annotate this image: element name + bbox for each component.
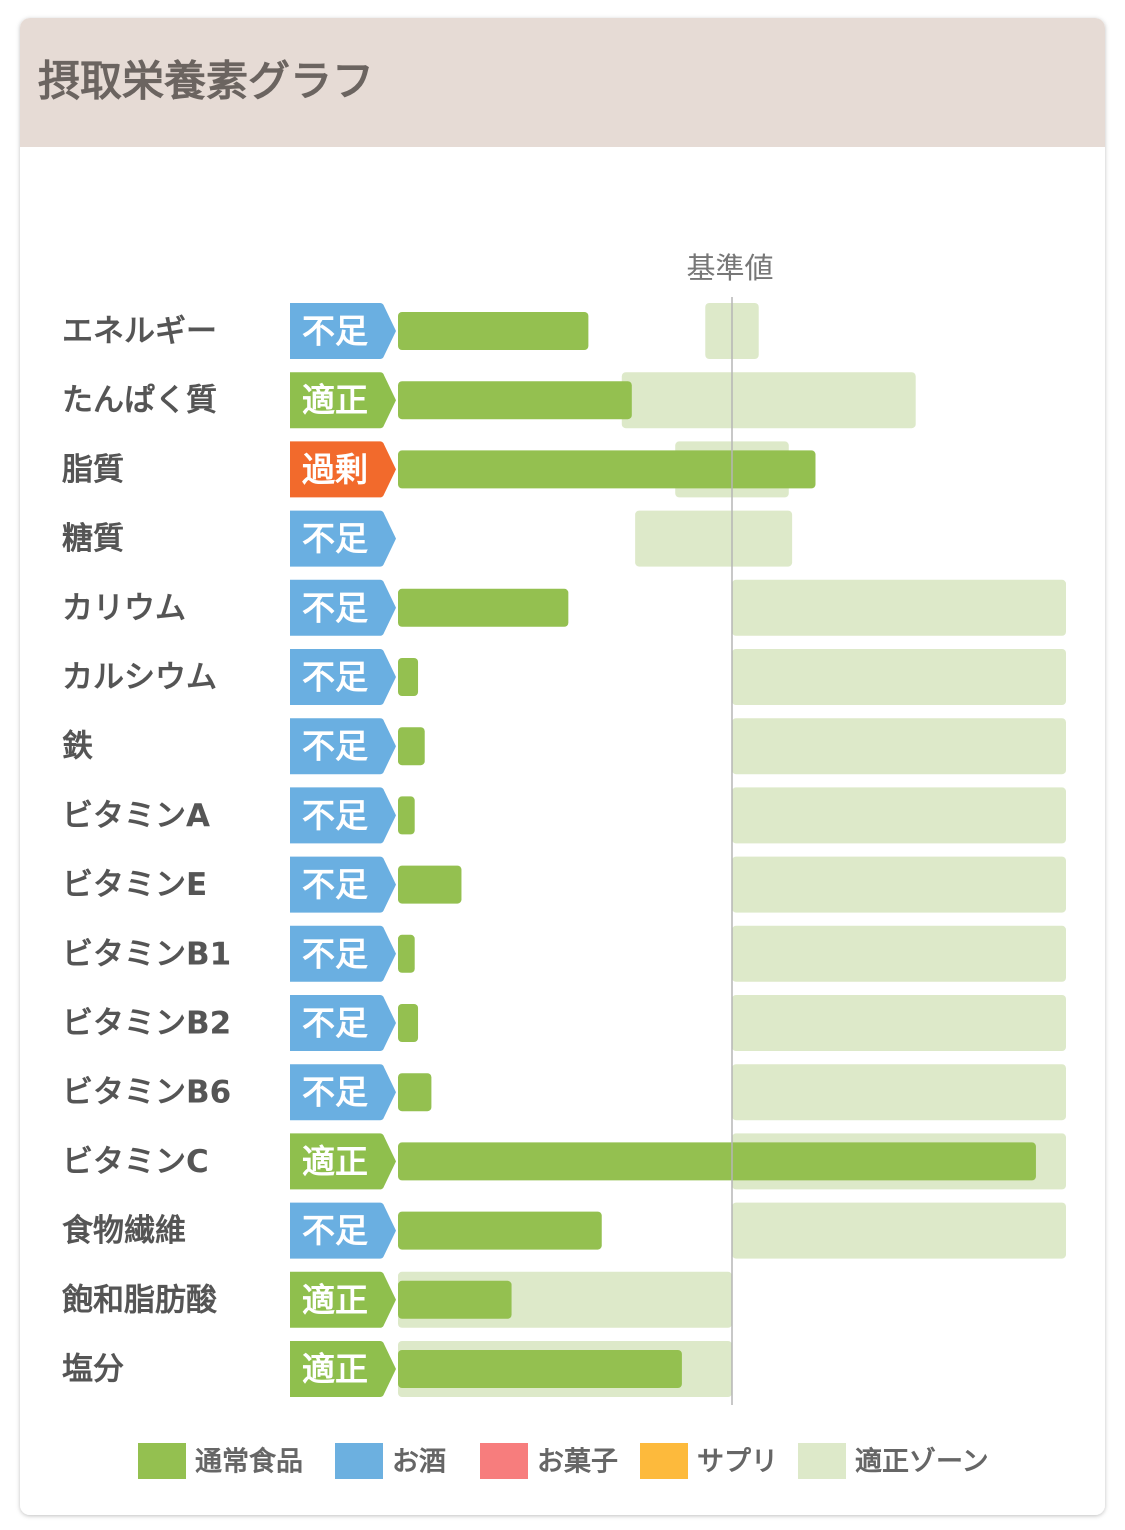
legend-label: お酒: [392, 1447, 446, 1478]
status-badge: [290, 925, 396, 982]
legend-label: サプリ: [697, 1447, 778, 1478]
bar: [398, 1211, 602, 1250]
status-badge: [290, 649, 396, 705]
status-badge: [290, 1271, 396, 1328]
bar: [398, 1073, 432, 1112]
status-badge: [290, 579, 396, 636]
bar: [398, 1280, 512, 1319]
legend-swatch: [798, 1443, 846, 1479]
zone: [621, 372, 916, 429]
bar: [398, 934, 415, 973]
legend-swatch: [138, 1443, 186, 1479]
status-label: 過剰: [302, 450, 368, 489]
bar: [398, 312, 589, 350]
status-label: 不足: [302, 1211, 368, 1250]
zone: [732, 649, 1066, 705]
status-label: 不足: [302, 588, 368, 627]
category-label: ビタミンC: [62, 1144, 209, 1180]
status-badge: [290, 995, 396, 1051]
bar: [398, 1004, 419, 1042]
chart-title: 摂取栄養素グラフ: [38, 57, 374, 106]
bar: [398, 588, 569, 627]
status-label: 不足: [302, 1073, 368, 1112]
bar: [398, 1142, 1036, 1181]
bar: [398, 381, 632, 420]
status-label: 不足: [302, 1004, 368, 1043]
header: [20, 18, 1105, 147]
legend-swatch: [640, 1443, 688, 1479]
zone: [635, 510, 793, 567]
status-label: 不足: [302, 796, 368, 835]
category-label: ビタミンA: [62, 798, 210, 834]
status-badge: [290, 1064, 396, 1121]
category-label: 糖質: [62, 521, 124, 557]
category-label: ビタミンB2: [62, 1006, 231, 1042]
category-label: 塩分: [62, 1352, 124, 1388]
status-badge: [290, 787, 396, 844]
legend-swatch: [480, 1443, 528, 1479]
category-label: 鉄: [62, 729, 93, 765]
bar: [398, 1350, 682, 1388]
status-label: 適正: [302, 381, 368, 420]
status-label: 適正: [302, 1142, 368, 1181]
zone: [732, 925, 1066, 982]
status-badge: [290, 303, 396, 359]
legend-label: 通常食品: [195, 1446, 303, 1478]
status-badge: [290, 1202, 396, 1259]
status-label: 不足: [302, 865, 368, 904]
category-label: 脂質: [62, 452, 124, 488]
bar: [398, 658, 419, 696]
zone: [732, 1202, 1066, 1259]
bar: [398, 865, 462, 904]
legend-label: お菓子: [537, 1447, 618, 1478]
bar: [398, 796, 415, 835]
category-label: エネルギー: [62, 314, 217, 350]
legend-swatch: [335, 1443, 383, 1479]
status-badge: [290, 441, 396, 498]
status-badge: [290, 372, 396, 429]
legend-label: 適正ゾーン: [855, 1446, 989, 1478]
status-label: 不足: [302, 312, 368, 351]
category-label: たんぱく質: [62, 383, 217, 419]
status-label: 不足: [302, 519, 368, 558]
status-badge: [290, 510, 396, 567]
zone: [732, 579, 1066, 636]
category-label: 飽和脂肪酸: [62, 1282, 218, 1318]
zone: [732, 1064, 1066, 1121]
category-label: カルシウム: [62, 660, 217, 696]
status-badge: [290, 1341, 396, 1397]
status-badge: [290, 1133, 396, 1190]
status-badge: [290, 856, 396, 913]
status-label: 不足: [302, 934, 368, 973]
category-label: ビタミンE: [62, 867, 207, 903]
zone: [732, 995, 1066, 1051]
status-label: 適正: [302, 1280, 368, 1319]
category-label: カリウム: [62, 590, 186, 626]
zone: [732, 787, 1066, 844]
zone: [732, 718, 1066, 775]
category-label: ビタミンB1: [62, 936, 231, 972]
status-badge: [290, 718, 396, 775]
category-label: 食物繊維: [62, 1213, 186, 1249]
category-label: ビタミンB6: [62, 1075, 231, 1111]
status-label: 適正: [302, 1350, 368, 1389]
zone: [732, 856, 1066, 913]
status-label: 不足: [302, 658, 368, 697]
bar: [398, 727, 425, 766]
reference-label: 基準値: [686, 251, 773, 285]
bar: [398, 450, 816, 489]
status-label: 不足: [302, 727, 368, 766]
